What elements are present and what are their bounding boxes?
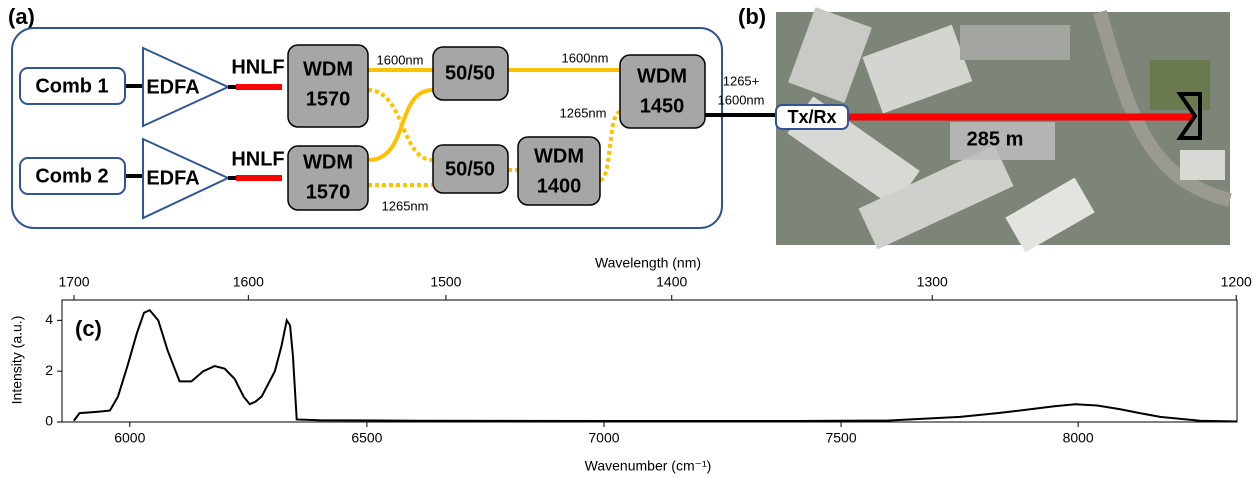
amplifier-label: EDFA [146, 167, 199, 189]
splitter-label: 50/50 [445, 158, 495, 180]
x-tick-label: 7500 [825, 430, 856, 446]
path-1600 [368, 90, 433, 160]
transceiver-label: Tx/Rx [787, 107, 836, 127]
x2-tick-label: 1700 [58, 274, 89, 290]
wdm-label: 1570 [306, 88, 351, 110]
spectrum-line [74, 310, 1237, 421]
diagram: Comb 1 Comb 2 EDFA EDFA HNLF HNLF WDM 15… [12, 28, 776, 228]
aerial-photo: Tx/Rx 285 m [776, 7, 1230, 252]
x-tick-label: 6000 [114, 430, 145, 446]
x-axis-title: Wavenumber (cm⁻¹) [585, 458, 712, 474]
distance-label: 285 m [967, 128, 1024, 150]
panel-label: (b) [738, 4, 766, 29]
wdm-label: WDM [534, 145, 584, 167]
fiber-label: HNLF [231, 148, 284, 170]
x-tick-label: 7000 [588, 430, 619, 446]
wdm-label: WDM [303, 58, 353, 80]
path-1265 [600, 112, 620, 180]
y-tick-label: 0 [45, 413, 53, 429]
building [1180, 150, 1225, 180]
x2-tick-label: 1600 [233, 274, 264, 290]
x2-tick-label: 1300 [917, 274, 948, 290]
x2-tick-label: 1400 [656, 274, 687, 290]
x-tick-label: 6500 [351, 430, 382, 446]
source-label: Comb 2 [35, 165, 108, 187]
panel-label: (a) [8, 4, 35, 29]
wdm-label: 1450 [640, 95, 685, 117]
edge-label: 1265nm [560, 105, 607, 120]
y-tick-label: 4 [45, 311, 53, 327]
edge-label: 1265nm [382, 198, 429, 213]
wdm-label: 1570 [306, 181, 351, 203]
x2-axis-title: Wavelength (nm) [595, 255, 701, 271]
plot-frame [62, 300, 1237, 422]
amplifier-label: EDFA [146, 76, 199, 98]
splitter-label: 50/50 [445, 62, 495, 84]
wdm-label: WDM [303, 151, 353, 173]
fiber-label: HNLF [231, 56, 284, 78]
source-label: Comb 1 [35, 75, 108, 97]
x2-tick-label: 1200 [1221, 274, 1252, 290]
parking [960, 25, 1070, 60]
wdm-label: WDM [637, 65, 687, 87]
x2-tick-label: 1500 [430, 274, 461, 290]
figure: (a) (b) Comb 1 Comb 2 EDFA EDFA HNLF HNL… [0, 0, 1253, 479]
output-label: 1265+ [723, 73, 760, 88]
edge-label: 1600nm [377, 52, 424, 67]
y-axis-title: Intensity (a.u.) [9, 316, 25, 405]
edge-label: 1600nm [562, 50, 609, 65]
y-tick-label: 2 [45, 362, 53, 378]
x-tick-label: 8000 [1063, 430, 1094, 446]
wdm-label: 1400 [537, 175, 582, 197]
output-label: 1600nm [718, 92, 765, 107]
spectrum-chart: (c) Wavenumber (cm⁻¹) Wavelength (nm) In… [9, 255, 1252, 474]
panel-label: (c) [75, 316, 102, 341]
